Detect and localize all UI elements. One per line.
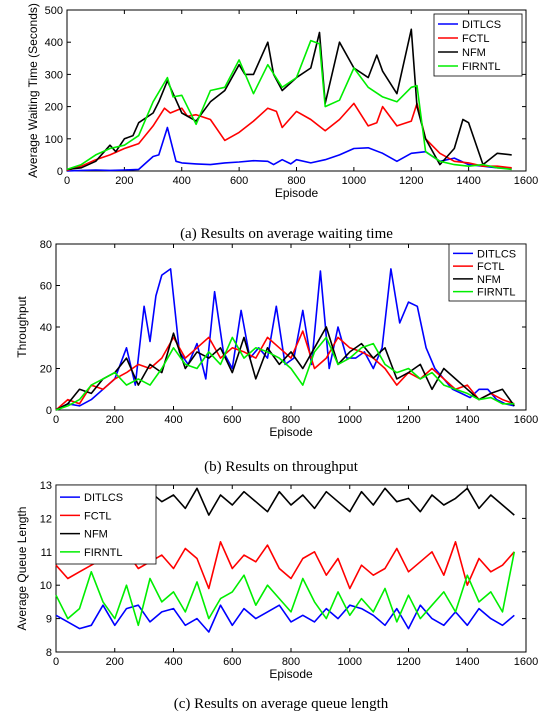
x-tick-label: 0 xyxy=(64,175,70,187)
y-tick-label: 500 xyxy=(45,5,63,17)
legend-entry: NFM xyxy=(462,47,486,59)
legend-entry: DITLCS xyxy=(477,248,516,260)
x-tick-label: 400 xyxy=(164,656,182,668)
x-tick-label: 800 xyxy=(287,175,305,187)
y-tick-label: 0 xyxy=(57,166,63,178)
series-line-firntl xyxy=(55,336,515,411)
x-tick-label: 600 xyxy=(223,656,241,668)
legend-entry: NFM xyxy=(477,274,501,286)
x-tick-label: 0 xyxy=(53,656,59,668)
y-tick-label: 40 xyxy=(40,322,52,334)
x-tick-label: 0 xyxy=(53,414,59,426)
x-tick-label: 1400 xyxy=(456,175,480,187)
y-tick-label: 60 xyxy=(40,281,52,293)
y-tick-label: 200 xyxy=(45,102,63,114)
legend-entry: FIRNTL xyxy=(84,547,123,559)
x-tick-label: 200 xyxy=(115,175,133,187)
chart-3: 0 200 400 600 800 1000 1200 1400 1600 8 9 10 11 12 13 E… xyxy=(15,480,538,712)
y-axis-label: Average Queue Length xyxy=(15,507,29,631)
legend-entry: FCTL xyxy=(84,510,112,522)
chart-2: 0 200 400 600 800 1000 1200 1400 1600 0 20 40 60 80 Ep… xyxy=(15,239,538,475)
series-line-firntl xyxy=(66,39,512,171)
y-tick-label: 8 xyxy=(46,647,52,659)
x-tick-label: 1200 xyxy=(399,175,423,187)
y-axis-label: Average Waiting Time (Seconds) xyxy=(26,3,40,178)
y-tick-label: 10 xyxy=(40,580,52,592)
legend-entry: FCTL xyxy=(462,33,490,45)
x-tick-label: 800 xyxy=(282,656,300,668)
x-tick-label: 1000 xyxy=(342,175,366,187)
x-tick-label: 1000 xyxy=(338,414,362,426)
y-tick-label: 400 xyxy=(45,37,63,49)
legend: DITLCS FCTL NFM FIRNTL xyxy=(55,484,157,565)
x-tick-label: 1000 xyxy=(338,656,362,668)
legend-box xyxy=(55,484,157,565)
x-tick-label: 400 xyxy=(164,414,182,426)
y-tick-label: 100 xyxy=(45,134,63,146)
y-tick-label: 13 xyxy=(40,480,52,492)
x-tick-label: 800 xyxy=(282,414,300,426)
figure-caption: (a) Results on average waiting time xyxy=(180,226,393,242)
figure-caption: (b) Results on throughput xyxy=(204,459,359,475)
series-line-firntl xyxy=(55,551,516,627)
x-tick-label: 400 xyxy=(173,175,191,187)
x-tick-label: 200 xyxy=(106,656,124,668)
x-tick-label: 600 xyxy=(223,414,241,426)
y-tick-label: 0 xyxy=(46,405,52,417)
series-line-ditlcs xyxy=(55,268,515,411)
legend-entry: FIRNTL xyxy=(477,287,516,299)
y-tick-label: 300 xyxy=(45,69,63,81)
chart-1: 0 200 400 600 800 1000 1200 1400 1600 0 100 200 300 4… xyxy=(26,3,538,242)
legend: DITLCS FCTL NFM FIRNTL xyxy=(433,13,523,77)
figure-caption: (c) Results on average queue length xyxy=(174,696,389,712)
legend-entry: DITLCS xyxy=(84,492,123,504)
x-tick-label: 1400 xyxy=(455,656,479,668)
x-tick-label: 200 xyxy=(106,414,124,426)
legend-entry: NFM xyxy=(84,529,108,541)
x-tick-label: 1400 xyxy=(455,414,479,426)
y-axis-label: Throughput xyxy=(15,296,29,358)
legend-entry: FIRNTL xyxy=(462,61,501,73)
y-tick-label: 20 xyxy=(40,364,52,376)
x-axis-label: Episode xyxy=(269,425,313,439)
y-tick-label: 11 xyxy=(41,547,52,559)
series-line-fctl xyxy=(55,330,515,411)
x-axis-label: Episode xyxy=(269,667,313,681)
legend-entry: DITLCS xyxy=(462,19,501,31)
x-tick-label: 1200 xyxy=(396,656,420,668)
y-tick-label: 80 xyxy=(40,239,52,251)
x-tick-label: 1600 xyxy=(514,414,538,426)
legend-entry: FCTL xyxy=(477,261,505,273)
x-tick-label: 1200 xyxy=(396,414,420,426)
y-tick-label: 12 xyxy=(40,513,52,525)
x-tick-label: 1600 xyxy=(514,175,538,187)
y-tick-label: 9 xyxy=(46,614,52,626)
x-tick-label: 600 xyxy=(230,175,248,187)
x-tick-label: 1600 xyxy=(514,656,538,668)
series-line-nfm xyxy=(66,28,512,171)
x-axis-label: Episode xyxy=(275,186,319,200)
